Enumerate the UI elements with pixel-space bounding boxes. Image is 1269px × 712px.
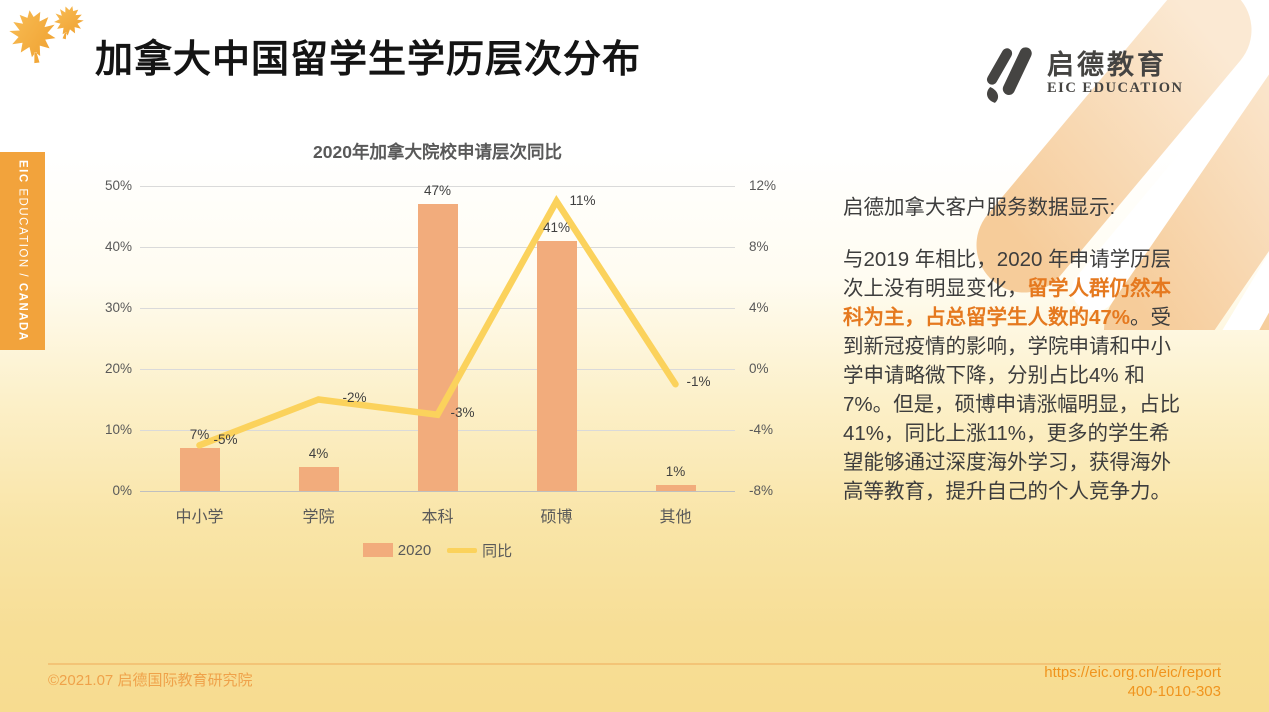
legend-item-2020: 2020 — [362, 541, 432, 559]
logo-name-cn: 启德教育 — [1047, 49, 1167, 80]
category-label: 硕博 — [540, 509, 573, 526]
legend-label: 同比 — [482, 542, 513, 560]
footer-divider — [48, 663, 1221, 665]
category-label: 中小学 — [175, 509, 224, 526]
category-label: 学院 — [302, 509, 335, 526]
bar-value-label: 4% — [308, 445, 329, 461]
y-axis-right-tick: 12% — [749, 178, 777, 193]
bar — [417, 204, 458, 491]
line-value-label: -1% — [686, 374, 711, 390]
footer-url: https://eic.org.cn/eic/report — [1044, 664, 1221, 681]
chart-title: 2020年加拿大院校申请层次同比 — [313, 142, 562, 162]
line-value-label: 11% — [569, 193, 596, 209]
logo-name-en: EIC EDUCATION — [1047, 79, 1184, 96]
legend-label: 2020 — [397, 541, 432, 559]
y-axis-left-tick: 40% — [104, 239, 132, 254]
y-axis-right-tick: -4% — [749, 422, 774, 437]
grid-line — [140, 186, 735, 187]
legend-swatch — [362, 543, 393, 557]
y-axis-left-tick: 50% — [104, 178, 132, 193]
bar — [179, 448, 220, 491]
line-value-label: -3% — [450, 404, 475, 420]
legend-swatch — [447, 547, 478, 553]
line-value-label: -5% — [213, 432, 238, 448]
y-axis-left-tick: 20% — [104, 361, 132, 376]
eic-logo: 启德教育 EIC EDUCATION — [979, 40, 1225, 106]
y-axis-left-tick: 0% — [112, 483, 132, 498]
y-axis-right-tick: 0% — [749, 361, 769, 376]
footer-copyright: ©2021.07 启德国际教育研究院 — [48, 672, 253, 689]
grid-line — [140, 491, 735, 492]
y-axis-left-tick: 30% — [104, 300, 132, 315]
footer-contact: https://eic.org.cn/eic/report 400-1010-3… — [1044, 663, 1221, 701]
chart-legend: 2020 同比 — [140, 540, 735, 560]
category-label: 本科 — [421, 509, 454, 526]
paragraph-text: 。受到新冠疫情的影响，学院申请和中小学申请略微下降，分别占比4% 和7%。但是，… — [843, 306, 1181, 503]
line-value-label: -2% — [342, 389, 367, 405]
y-axis-right-tick: 4% — [749, 300, 769, 315]
bar-value-label: 1% — [665, 463, 686, 479]
bar — [655, 484, 696, 491]
eic-logo-icon — [986, 47, 1032, 103]
category-label: 其他 — [659, 509, 692, 526]
y-axis-right-tick: -8% — [749, 483, 774, 498]
panel-paragraph: 与2019 年相比，2020 年申请学历层次上没有明显变化，留学人群仍然本科为主… — [843, 245, 1188, 506]
bar-value-label: 41% — [542, 219, 571, 235]
maple-leaf-icon — [9, 6, 84, 64]
sidebar-tab-canada: EIC EDUCATION / CANADA — [0, 152, 45, 350]
footer-phone: 400-1010-303 — [1127, 683, 1221, 700]
y-axis-left-tick: 10% — [104, 422, 132, 437]
sidebar-tab-label: EIC EDUCATION / CANADA — [16, 160, 29, 342]
page-title: 加拿大中国留学生学历层次分布 — [95, 39, 642, 81]
y-axis-right-tick: 8% — [749, 239, 769, 254]
panel-heading: 启德加拿大客户服务数据显示: — [843, 196, 1116, 219]
bar — [536, 240, 577, 491]
bar — [298, 466, 339, 491]
legend-item-同比: 同比 — [447, 540, 512, 561]
commentary-panel: 启德加拿大客户服务数据显示: 与2019 年相比，2020 年申请学历层次上没有… — [843, 193, 1188, 506]
bar-value-label: 47% — [423, 183, 452, 199]
